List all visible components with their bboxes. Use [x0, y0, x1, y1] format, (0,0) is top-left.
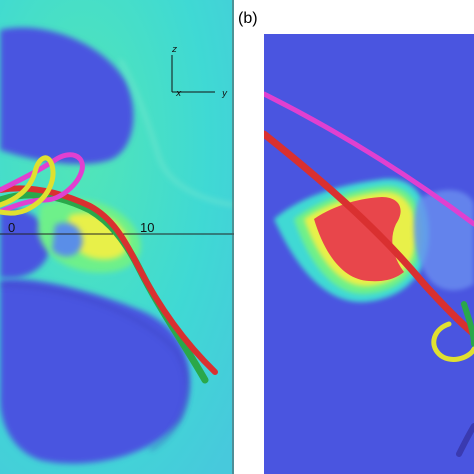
- blue-tube-b: [456, 423, 474, 457]
- magenta-loop: [0, 152, 85, 215]
- inner-blue-cavity: [52, 222, 83, 257]
- lower-cavity-rim: [0, 283, 189, 452]
- axis-triad: z x y: [171, 45, 228, 99]
- magenta-tube-b: [264, 91, 474, 227]
- yellow-loop: [0, 155, 56, 216]
- axis-x-label: x: [175, 89, 182, 99]
- upper-blue-region: [0, 27, 134, 165]
- axis-z-label: z: [171, 45, 177, 55]
- tick-label-ten: 10: [140, 220, 154, 235]
- left-blue-patch: [0, 208, 51, 278]
- panel-b-plot: [264, 34, 474, 474]
- panel-b: [264, 34, 474, 474]
- lower-blue-region: [0, 279, 190, 464]
- panel-a-plot: 0 10 z x y: [0, 0, 234, 474]
- panel-b-label: (b): [238, 10, 258, 27]
- yellow-loop-b: [431, 321, 474, 362]
- red-region: [314, 197, 404, 282]
- tick-label-zero: 0: [8, 220, 15, 235]
- flux-tubes-b: [264, 91, 474, 457]
- axis-y-label: y: [221, 89, 228, 99]
- panel-a: 0 10 z x y: [0, 0, 234, 474]
- flux-tubes-a: [0, 152, 218, 384]
- red-tube-b: [264, 130, 474, 338]
- bow-arc: [118, 59, 234, 207]
